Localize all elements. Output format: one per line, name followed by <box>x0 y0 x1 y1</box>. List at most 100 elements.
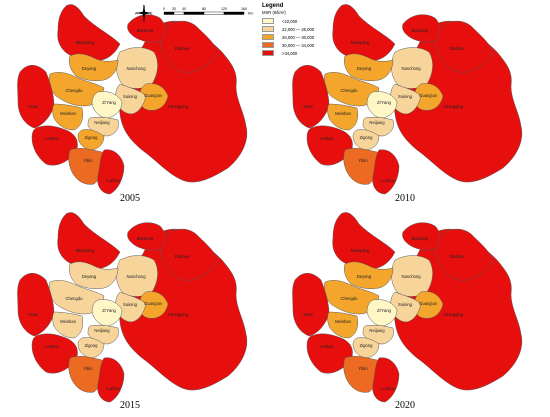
region-label: Dazhou <box>175 46 190 51</box>
region-label: Neijiang <box>369 120 385 125</box>
map-svg: Chongqing Dazhou Bazhong Mianyang Nanchong Gu… <box>17 4 248 195</box>
region-label: Meishan <box>335 319 351 324</box>
region-label: Zi'Yang <box>377 100 391 105</box>
year-label: 2015 <box>120 400 140 411</box>
legend-swatch <box>262 42 274 48</box>
region-leshan <box>306 333 353 374</box>
region-label: Deyang <box>82 274 97 279</box>
region-yibin <box>68 356 105 393</box>
region-label: Yibin <box>83 366 93 371</box>
legend-item: 26,000 — 30,000 <box>262 33 360 41</box>
region-deyang <box>344 53 394 82</box>
north-direction-label: N <box>143 5 146 9</box>
region-label: Meishan <box>60 111 76 116</box>
region-label: Neijiang <box>369 328 385 333</box>
scale-tick-label: 40 <box>182 7 186 11</box>
region-deyang <box>344 261 394 290</box>
scale-bar: 0 20 40 80 120 160 Km <box>160 4 260 18</box>
scale-segment <box>163 11 175 15</box>
year-label: 2010 <box>395 193 415 204</box>
region-label: Ya'an <box>303 104 314 109</box>
region-dazhou <box>160 228 219 281</box>
north-direction-label: S <box>143 19 146 23</box>
region-luzhou <box>97 149 125 195</box>
region-label: Bazhong <box>137 28 154 33</box>
legend-swatch <box>262 18 274 24</box>
legend-label: 30,000 — 34,000 <box>282 42 315 48</box>
region-label: Chengdu <box>341 88 359 93</box>
region-guangan <box>414 83 444 111</box>
region-label: Meishan <box>335 111 351 116</box>
region-label: Suining <box>398 302 413 307</box>
region-bazhong <box>127 14 165 43</box>
legend-item: 22,000 — 26,000 <box>262 25 360 33</box>
region-yaan <box>292 273 330 337</box>
region-label: Chongqing <box>443 104 464 109</box>
map-svg: Chongqing Dazhou Bazhong Mianyang Nanchong Gu… <box>292 212 523 403</box>
region-label: Nanchong <box>126 66 146 71</box>
scale-tick-label: 20 <box>172 7 176 11</box>
region-label: Yibin <box>83 158 93 163</box>
region-label: Luzhou <box>381 178 395 183</box>
region-label: Ya'an <box>28 104 39 109</box>
region-label: Deyang <box>357 66 372 71</box>
region-yibin <box>343 356 380 393</box>
map-panel-2015: Chongqing Dazhou Bazhong Mianyang Nanchong Gu… <box>0 208 275 416</box>
legend-title: Legend <box>262 3 284 9</box>
legend: Legend MSR (¥/km²) <22,000 22,000 — 26,00… <box>262 3 360 73</box>
region-label: Nanchong <box>401 274 421 279</box>
legend-label: <22,000 <box>282 18 298 24</box>
region-label: Neijiang <box>94 328 110 333</box>
region-label: Zigong <box>360 135 373 140</box>
region-label: Guang'an <box>144 93 163 98</box>
region-leshan <box>31 125 78 166</box>
region-label: Luzhou <box>106 178 120 183</box>
region-luzhou <box>372 357 400 403</box>
region-label: Chengdu <box>341 296 359 301</box>
region-bazhong <box>127 222 165 251</box>
region-label: Zi'Yang <box>102 308 116 313</box>
map-svg: Chongqing Dazhou Bazhong Mianyang Nanchong Gu… <box>292 4 523 195</box>
region-bazhong <box>402 14 440 43</box>
map-panel-2020: Chongqing Dazhou Bazhong Mianyang Nanchong Gu… <box>275 208 550 416</box>
region-label: Ya'an <box>28 312 39 317</box>
region-deyang <box>69 53 119 82</box>
region-label: Chongqing <box>168 312 189 317</box>
region-label: Mianyang <box>351 40 370 45</box>
region-guangan <box>139 291 169 319</box>
region-label: Meishan <box>60 319 76 324</box>
region-label: Leshan <box>45 344 59 349</box>
region-label: Leshan <box>45 136 59 141</box>
region-dazhou <box>160 20 219 73</box>
map-panel-2005: Chongqing Dazhou Bazhong Mianyang Nanchong Gu… <box>0 0 275 208</box>
year-label: 2005 <box>120 193 140 204</box>
map-panel-2010: Chongqing Dazhou Bazhong Mianyang Nanchong Gu… <box>275 0 550 208</box>
legend-item: <22,000 <box>262 17 360 25</box>
region-label: Suining <box>123 302 138 307</box>
region-mianyang <box>57 4 121 61</box>
region-label: Yibin <box>358 366 368 371</box>
region-luzhou <box>97 357 125 403</box>
north-direction-label: W <box>135 12 139 16</box>
legend-swatch <box>262 26 274 32</box>
region-label: Bazhong <box>137 236 154 241</box>
region-label: Dazhou <box>450 46 465 51</box>
region-label: Mianyang <box>351 248 370 253</box>
legend-swatch <box>262 34 274 40</box>
legend-label: >34,000 <box>282 50 298 56</box>
legend-item: >34,000 <box>262 49 360 57</box>
year-label: 2020 <box>395 400 415 411</box>
region-label: Chongqing <box>168 104 189 109</box>
region-yaan <box>292 65 330 129</box>
region-label: Leshan <box>320 344 334 349</box>
scale-segment <box>223 11 245 15</box>
region-meishan <box>52 103 83 131</box>
region-label: Leshan <box>320 136 334 141</box>
region-label: Guang'an <box>419 93 438 98</box>
region-label: Zi'Yang <box>102 100 116 105</box>
region-deyang <box>69 261 119 290</box>
region-label: Mianyang <box>76 248 95 253</box>
region-bazhong <box>402 222 440 251</box>
region-label: Luzhou <box>381 386 395 391</box>
north-direction-label: E <box>150 12 153 16</box>
